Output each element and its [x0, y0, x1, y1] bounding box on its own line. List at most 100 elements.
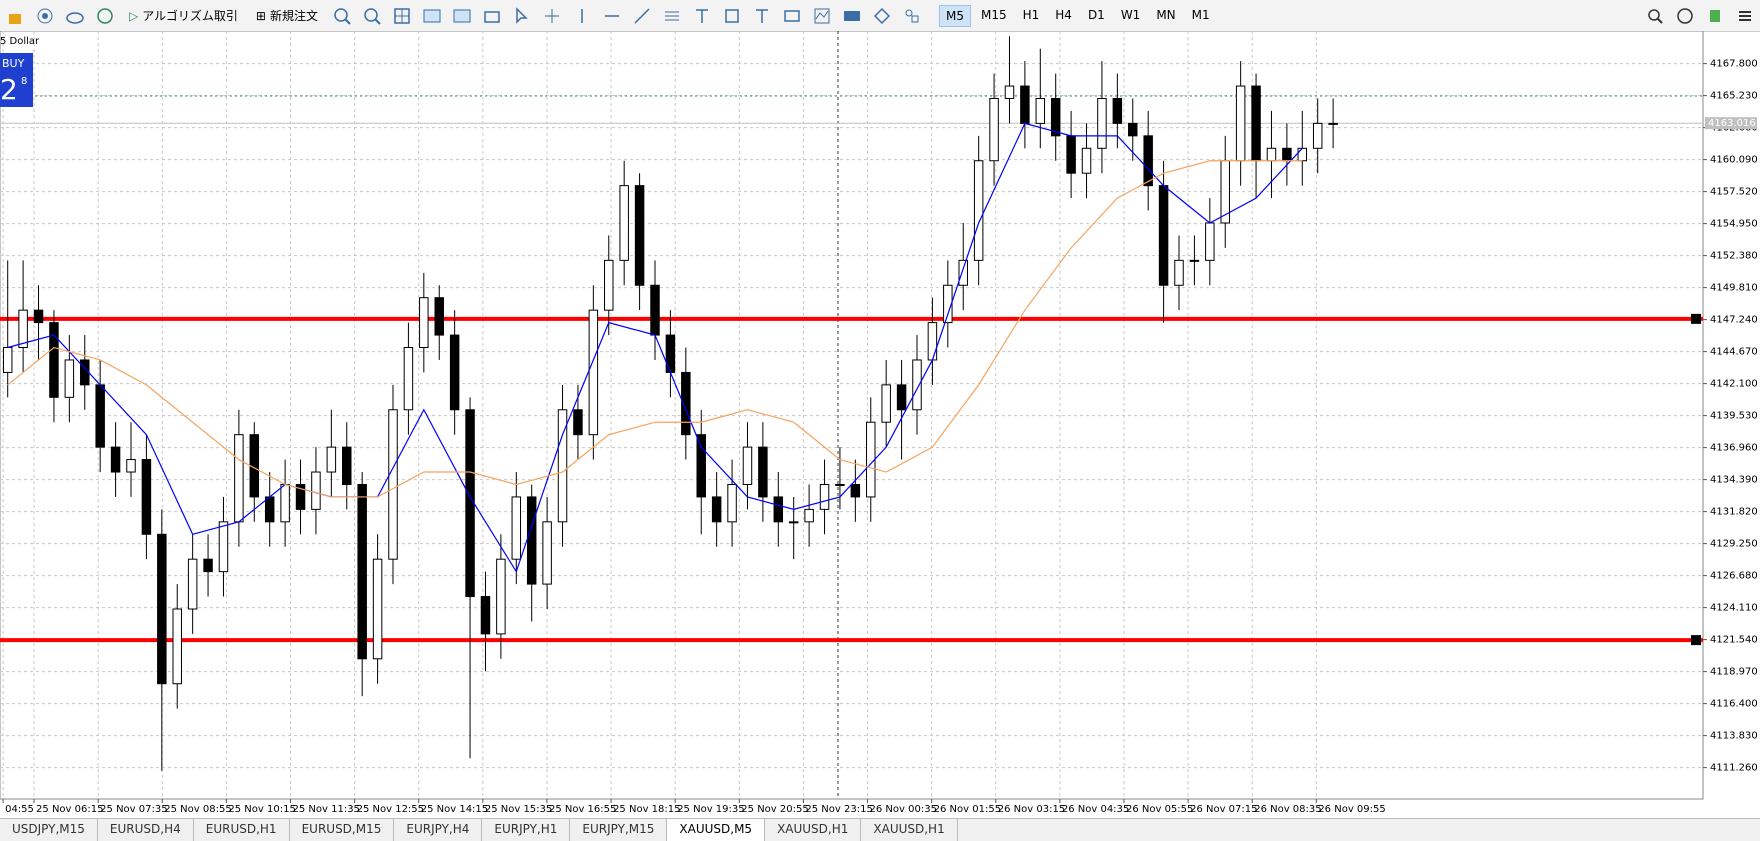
- timeframe-button[interactable]: MN: [1156, 7, 1176, 22]
- y-tick-label: 4121.540: [1710, 635, 1758, 646]
- candle-body: [619, 185, 629, 261]
- candle-body: [1158, 185, 1169, 286]
- timeframe-button[interactable]: W1: [1120, 7, 1141, 22]
- y-tick-label: 4152.380: [1710, 251, 1758, 262]
- search-icon[interactable]: [1646, 7, 1664, 25]
- candle-body: [573, 409, 583, 436]
- y-tick-label: 4149.810: [1710, 283, 1758, 294]
- timeframe-button[interactable]: M5: [938, 4, 971, 27]
- signal-icon[interactable]: [36, 7, 54, 25]
- menu-icon[interactable]: [1736, 7, 1754, 25]
- timeframe-button[interactable]: M15: [980, 7, 1007, 22]
- scroll-icon[interactable]: [423, 7, 441, 25]
- vps-icon[interactable]: [96, 7, 114, 25]
- x-tick-label: 25 Nov 06:15: [36, 804, 103, 815]
- shapes-icon[interactable]: [723, 7, 741, 25]
- candle-body: [80, 359, 90, 386]
- candle-body: [927, 322, 938, 361]
- candle-body: [588, 309, 599, 436]
- algo-trading-button[interactable]: ▷ アルゴリズム取引: [129, 8, 238, 24]
- text-icon[interactable]: [693, 7, 711, 25]
- arrow-icon[interactable]: [873, 7, 891, 25]
- zoom-out-icon[interactable]: [363, 7, 381, 25]
- trendline-icon[interactable]: [633, 7, 651, 25]
- candle-body: [557, 409, 568, 523]
- candle-body: [1081, 147, 1092, 174]
- cursor-icon[interactable]: [513, 6, 531, 25]
- candle-body: [650, 284, 660, 336]
- panel-icon[interactable]: [783, 7, 801, 25]
- candle-body: [835, 483, 845, 486]
- crosshair-icon[interactable]: [543, 7, 561, 25]
- hline-icon[interactable]: [603, 7, 621, 25]
- candle-body: [1035, 97, 1046, 124]
- candle-body: [1328, 122, 1338, 125]
- candle-body: [634, 185, 645, 286]
- candle-body: [1266, 147, 1277, 162]
- screenshot-icon[interactable]: [483, 7, 501, 25]
- y-tick-label: 4129.250: [1710, 539, 1758, 550]
- chart-tab[interactable]: EURJPY,M15: [570, 819, 668, 841]
- candle-body: [342, 446, 352, 485]
- x-tick-label: 26 Nov 07:15: [1190, 804, 1257, 815]
- timeframe-button[interactable]: D1: [1087, 7, 1105, 22]
- candle-body: [465, 409, 475, 598]
- signal-status-icon[interactable]: [1706, 7, 1724, 25]
- vline-icon[interactable]: [573, 7, 591, 25]
- chart-tab[interactable]: EURJPY,H4: [394, 819, 483, 841]
- shift-icon[interactable]: [453, 7, 471, 25]
- y-tick-label: 4131.820: [1710, 507, 1758, 518]
- y-tick-label: 4144.670: [1710, 347, 1758, 358]
- candle-body: [819, 483, 830, 510]
- chart-icon[interactable]: [813, 7, 831, 25]
- candle-body: [943, 284, 953, 324]
- y-tick-label: 4157.520: [1710, 187, 1758, 198]
- cloud-icon[interactable]: [66, 7, 84, 25]
- buy-price-small: 8: [21, 76, 27, 87]
- grid-icon[interactable]: [393, 7, 411, 25]
- zoom-in-icon[interactable]: [333, 7, 351, 25]
- candle-body: [896, 384, 907, 411]
- chart-tab[interactable]: EURUSD,H4: [98, 819, 194, 841]
- candle-body: [496, 558, 506, 635]
- candle-body: [542, 521, 552, 585]
- level-handle: [1691, 313, 1701, 324]
- candle-body: [95, 384, 105, 448]
- x-tick-label: 26 Nov 04:35: [1062, 804, 1129, 815]
- chart-tab[interactable]: EURUSD,M15: [290, 819, 395, 841]
- lock-icon[interactable]: [6, 7, 24, 25]
- candle-body: [711, 496, 722, 523]
- candle-body: [33, 309, 44, 324]
- bid-label: 4163.016: [1708, 118, 1756, 129]
- y-tick-label: 4111.260: [1710, 763, 1758, 774]
- candle-body: [881, 384, 891, 423]
- x-tick-label: 04:55: [5, 804, 34, 815]
- chart-tab[interactable]: USDJPY,M15: [0, 819, 98, 841]
- ok-icon[interactable]: [843, 7, 861, 25]
- y-tick-label: 4134.390: [1710, 475, 1758, 486]
- y-tick-label: 4116.400: [1710, 699, 1758, 710]
- candle-body: [110, 446, 121, 473]
- timeframe-button[interactable]: H4: [1055, 7, 1072, 22]
- x-tick-label: 25 Nov 23:15: [805, 804, 872, 815]
- x-tick-label: 26 Nov 00:35: [870, 804, 937, 815]
- buy-button[interactable]: [0, 53, 33, 107]
- objects-icon[interactable]: [903, 7, 921, 25]
- level-handle: [1691, 635, 1701, 646]
- candle-body: [218, 521, 229, 573]
- chart-tab[interactable]: EURJPY,H1: [482, 819, 571, 841]
- timeframe-button[interactable]: M1: [1191, 7, 1210, 22]
- channel-icon[interactable]: [663, 7, 681, 25]
- chart-tab[interactable]: XAUUSD,H1: [765, 819, 862, 841]
- y-tick-label: 4136.960: [1710, 443, 1758, 454]
- chart-tab[interactable]: EURUSD,H1: [194, 819, 290, 841]
- account-icon[interactable]: [1676, 7, 1694, 25]
- candle-body: [157, 533, 167, 685]
- timeframe-button[interactable]: H1: [1022, 7, 1040, 22]
- chart-tab[interactable]: XAUUSD,H1: [861, 819, 958, 841]
- y-tick-label: 4118.970: [1710, 667, 1758, 678]
- label-icon[interactable]: [753, 7, 771, 25]
- new-order-button[interactable]: ⊞ 新規注文: [255, 8, 318, 24]
- chart-tab[interactable]: XAUUSD,M5: [667, 819, 766, 841]
